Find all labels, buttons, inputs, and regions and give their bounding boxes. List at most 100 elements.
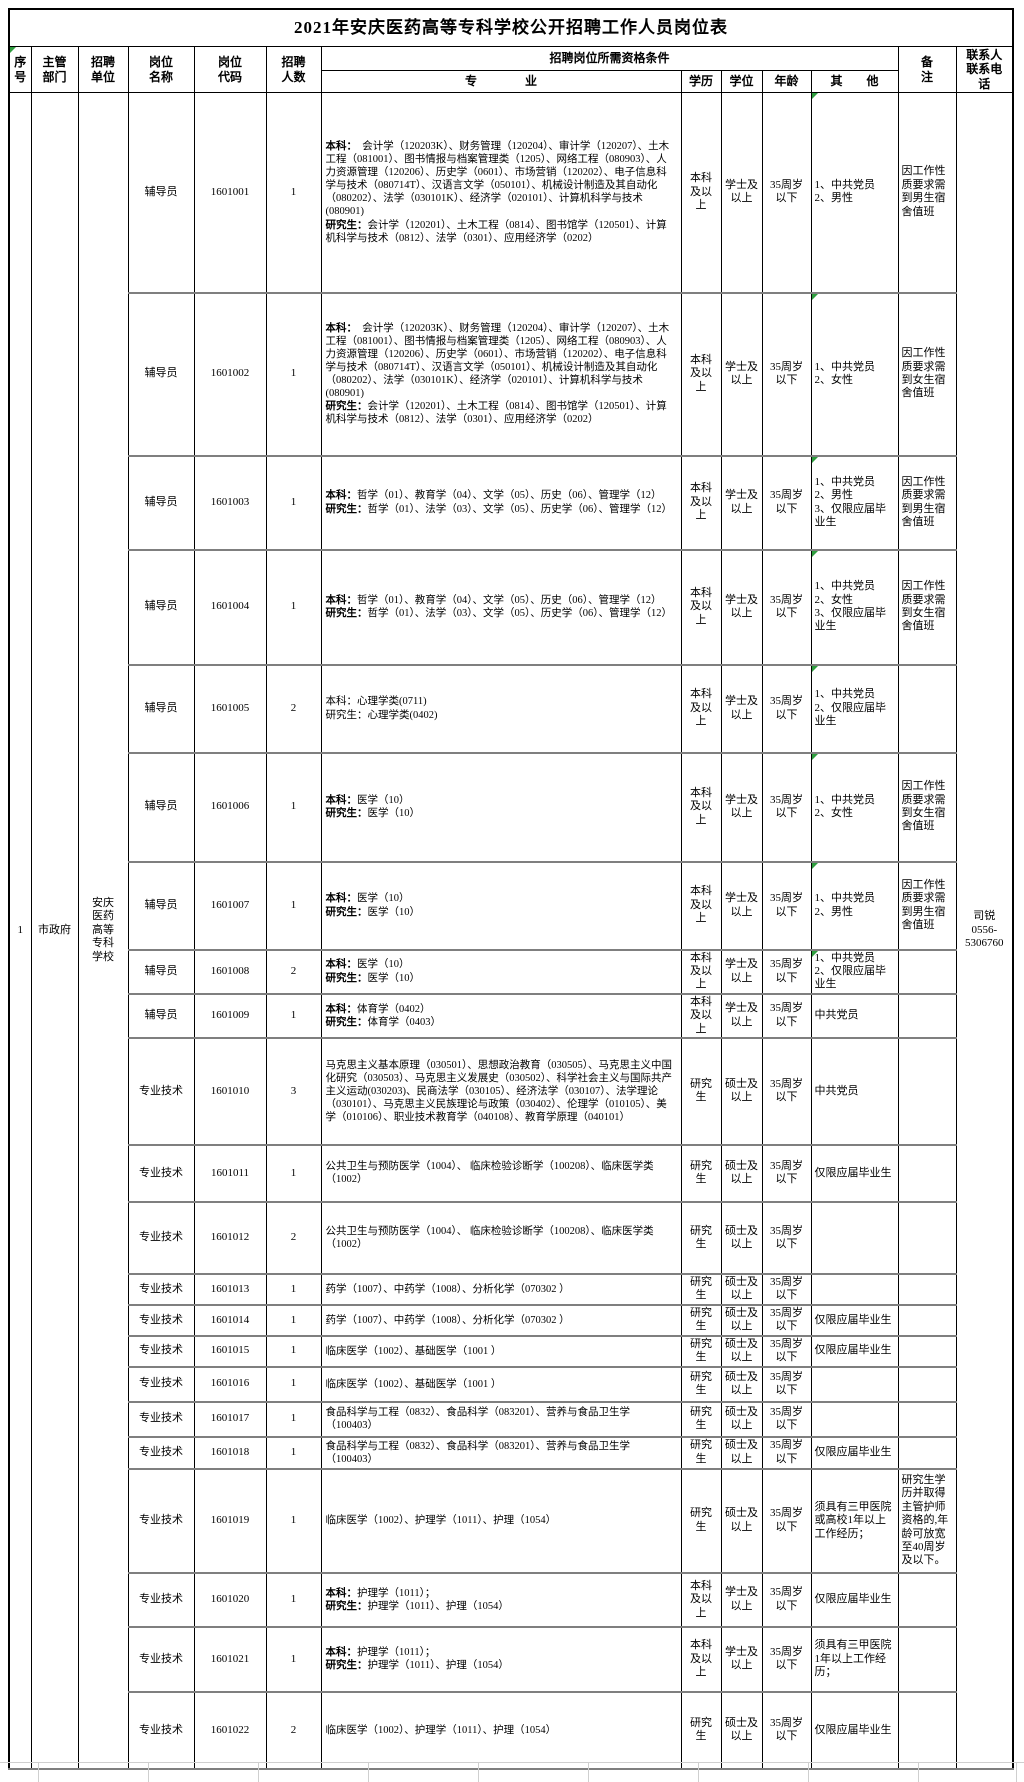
cell-majors: 药学（1007）、中药学（1008）、分析化学（070302 ） [320, 1303, 682, 1337]
cell-remark [897, 1365, 957, 1403]
position-row: 专业技术 1601021 1 本科：护理学（1011）； 研究生：护理学（1011）、… [9, 1625, 1013, 1693]
cell-other: 仅限应届毕业生 [810, 1334, 899, 1368]
cell-majors: 临床医学（1002）、基础医学（1001 ） [320, 1334, 682, 1368]
cell-headcount: 1 [265, 1625, 322, 1693]
cell-majors: 本科：哲学（01）、教育学（04）、文学（05）、历史（06）、管理学（12） … [320, 548, 682, 666]
cell-position-code: 1601021 [193, 1625, 267, 1693]
cell-remark [897, 663, 957, 754]
positions-tbody: 1 市政府 安庆医药高等专科学校 辅导员 1601001 1 本科： 会计学（120203K… [8, 91, 1014, 1770]
cell-other: 1、中共党员 2、女性 [810, 291, 899, 457]
cell-other: 须具有三甲医院或高校1年以上工作经历； [810, 1467, 899, 1574]
cell-age: 35周岁以下 [761, 663, 812, 754]
col-header-position-name: 岗位名称 [127, 46, 195, 93]
position-row: 专业技术 1601022 2 临床医学（1002）、护理学（1011）、护理（1054… [9, 1690, 1013, 1770]
cell-position-code: 1601018 [193, 1435, 267, 1470]
education-value: 本科及以上 [689, 353, 712, 393]
cell-education: 本科及以上 [680, 92, 722, 294]
cell-age: 35周岁以下 [761, 1467, 812, 1574]
cell-position-code: 1601017 [193, 1400, 267, 1438]
cell-degree: 硕士及以上 [720, 1143, 763, 1203]
cell-remark: 因工作性质要求需到女生宿舍值班 [897, 751, 957, 863]
cell-education: 本科及以上 [680, 548, 722, 666]
cell-other: 1、中共党员 2、男性 3、仅限应届毕业生 [810, 454, 899, 551]
cell-remark [897, 1303, 957, 1337]
cell-majors: 公共卫生与预防医学（1004）、 临床检验诊断学（100208）、临床医学类（1… [320, 1143, 682, 1203]
cell-remark: 因工作性质要求需到男生宿舍值班 [897, 454, 957, 551]
cell-headcount: 1 [265, 1272, 322, 1306]
grid-line [478, 1763, 479, 1782]
position-row: 辅导员 1601004 1 本科：哲学（01）、教育学（04）、文学（05）、历史（0… [9, 548, 1013, 666]
cell-education: 研究生 [680, 1467, 722, 1574]
col-header-remark-label: 备注 [920, 54, 933, 84]
header-row-2: 专 业 学历 学位 年龄 其 他 [9, 70, 1013, 93]
cell-headcount: 1 [265, 751, 322, 863]
cell-other: 须具有三甲医院1年以上工作经历； [810, 1625, 899, 1693]
table-head: 2021年安庆医药高等专科学校公开招聘工作人员岗位表 序号 主管部门 招聘单位 … [8, 8, 1014, 93]
cell-degree: 学士及以上 [720, 291, 763, 457]
cell-remark [897, 1400, 957, 1438]
cell-degree: 硕士及以上 [720, 1467, 763, 1574]
col-header-employer: 招聘单位 [77, 46, 129, 93]
cell-education: 本科及以上 [680, 948, 722, 995]
education-value: 本科及以上 [689, 951, 712, 991]
cell-position-code: 1601016 [193, 1365, 267, 1403]
cell-education: 研究生 [680, 1272, 722, 1306]
cell-majors: 马克思主义基本原理（030501）、思想政治教育（030505）、马克思主义中国… [320, 1036, 682, 1146]
cell-headcount: 1 [265, 92, 322, 294]
cell-position-name: 辅导员 [127, 291, 195, 457]
education-value: 本科及以上 [689, 688, 712, 728]
cell-contact: 司锐 0556- 5306760 [955, 91, 1014, 1770]
position-row: 专业技术 1601020 1 本科：护理学（1011）； 研究生：护理学（1011）、… [9, 1571, 1013, 1628]
education-value: 本科及以上 [689, 586, 712, 626]
cell-remark: 研究生学历并取得主管护师资格的,年龄可放宽至40周岁及以下。 [897, 1467, 957, 1574]
col-header-contact-label: 联系人联系电话 [966, 47, 1003, 91]
cell-headcount: 1 [265, 1467, 322, 1574]
col-header-position-name-label: 岗位名称 [148, 54, 173, 84]
cell-remark [897, 1571, 957, 1628]
cell-age: 35周岁以下 [761, 1571, 812, 1628]
col-header-department: 主管部门 [30, 46, 79, 93]
grid-line [1016, 1763, 1017, 1782]
position-row: 1 市政府 安庆医药高等专科学校 辅导员 1601001 1 本科： 会计学（120203K… [8, 91, 1014, 1770]
cell-education: 本科及以上 [680, 1625, 722, 1693]
cell-headcount: 1 [265, 1571, 322, 1628]
position-row: 专业技术 1601016 1 临床医学（1002）、基础医学（1001 ） 研究生 硕士及… [9, 1365, 1013, 1403]
cell-position-code: 1601020 [193, 1571, 267, 1628]
cell-position-name: 专业技术 [127, 1200, 195, 1275]
cell-age: 35周岁以下 [761, 948, 812, 995]
cell-position-code: 1601004 [193, 548, 267, 666]
cell-education: 研究生 [680, 1400, 722, 1438]
cell-other: 1、中共党员 2、女性 3、仅限应届毕业生 [810, 548, 899, 666]
cell-age: 35周岁以下 [761, 1036, 812, 1146]
cell-education: 研究生 [680, 1143, 722, 1203]
education-value: 研究生 [689, 1224, 712, 1250]
position-row: 专业技术 1601010 3 马克思主义基本原理（030501）、思想政治教育（030… [9, 1036, 1013, 1146]
cell-degree: 硕士及以上 [720, 1690, 763, 1770]
grid-line [38, 1763, 39, 1782]
cell-other: 仅限应届毕业生 [810, 1571, 899, 1628]
cell-position-code: 1601014 [193, 1303, 267, 1337]
cell-other: 1、中共党员 2、男性 [810, 92, 899, 294]
cell-remark [897, 1272, 957, 1306]
cell-age: 35周岁以下 [761, 1334, 812, 1368]
cell-education: 本科及以上 [680, 291, 722, 457]
education-value: 研究生 [689, 1439, 712, 1465]
cell-majors: 本科：医学（10） 研究生：医学（10） [320, 948, 682, 995]
cell-remark [897, 1435, 957, 1470]
cell-remark: 因工作性质要求需到男生宿舍值班 [897, 92, 957, 294]
cell-remark [897, 1625, 957, 1693]
education-value: 本科及以上 [689, 482, 712, 522]
cell-other [810, 1200, 899, 1275]
cell-serial: 1 [8, 91, 32, 1770]
col-header-qualifications-group: 招聘岗位所需资格条件 [320, 46, 899, 71]
education-value: 研究生 [689, 1078, 712, 1104]
col-header-serial-label: 序号 [14, 54, 27, 84]
cell-education: 研究生 [680, 1200, 722, 1275]
col-header-major: 专 业 [320, 70, 682, 93]
cell-degree: 硕士及以上 [720, 1036, 763, 1146]
education-value: 研究生 [689, 1405, 712, 1432]
grid-line [698, 1763, 699, 1782]
cell-position-name: 专业技术 [127, 1365, 195, 1403]
position-row: 辅导员 1601006 1 本科：医学（10） 研究生：医学（10） 本科及以上 学士及以… [9, 751, 1013, 863]
cell-age: 35周岁以下 [761, 454, 812, 551]
